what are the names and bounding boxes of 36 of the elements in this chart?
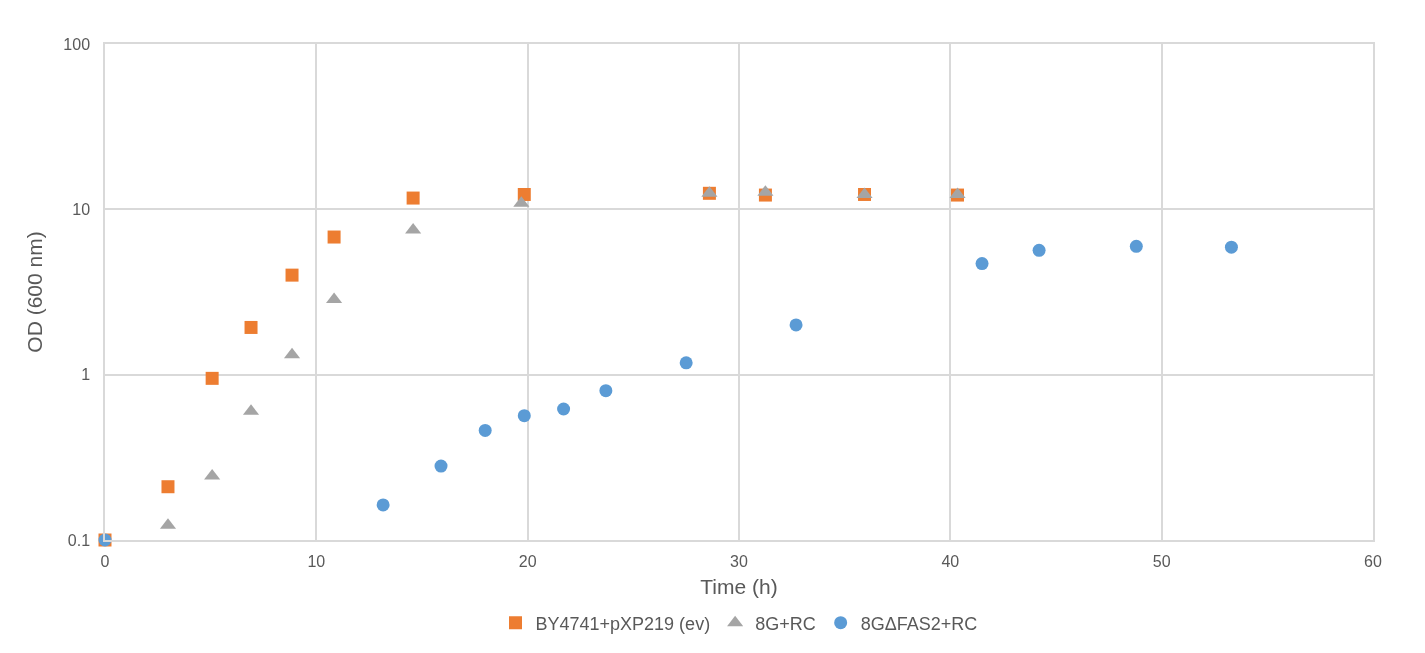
point <box>557 402 571 416</box>
point <box>975 257 989 271</box>
y-tick-label: 100 <box>63 35 91 53</box>
point <box>244 320 258 334</box>
point <box>679 356 693 370</box>
point <box>599 384 613 398</box>
y-tick-label: 10 <box>72 200 91 218</box>
legend-label: 8G+RC <box>755 613 816 634</box>
point <box>204 468 221 480</box>
y-tick-label: 0.1 <box>67 531 91 549</box>
point <box>327 230 341 244</box>
legend-label: BY4741+pXP219 (ev) <box>535 613 711 634</box>
point <box>405 222 422 234</box>
point <box>1129 239 1143 253</box>
point <box>406 191 420 205</box>
point <box>1224 240 1238 254</box>
point <box>1032 243 1046 257</box>
y-tick-label: 1 <box>81 366 91 384</box>
x-tick-label: 10 <box>307 552 326 570</box>
x-tick-label: 40 <box>941 552 960 570</box>
point <box>478 423 492 437</box>
point <box>434 459 448 473</box>
point <box>161 480 175 494</box>
x-tick-label: 50 <box>1152 552 1171 570</box>
y-axis-title: OD (600 nm) <box>23 231 46 353</box>
x-tick-label: 60 <box>1364 552 1382 570</box>
x-axis-title: Time (h) <box>700 574 778 598</box>
point <box>376 498 390 512</box>
point <box>285 268 299 282</box>
point <box>517 409 531 423</box>
x-tick-label: 20 <box>518 552 537 570</box>
point <box>205 371 219 385</box>
point <box>789 318 803 332</box>
x-tick-label: 0 <box>100 552 110 570</box>
x-tick-label: 30 <box>730 552 748 570</box>
legend-label: 8GΔFAS2+RC <box>860 613 978 634</box>
